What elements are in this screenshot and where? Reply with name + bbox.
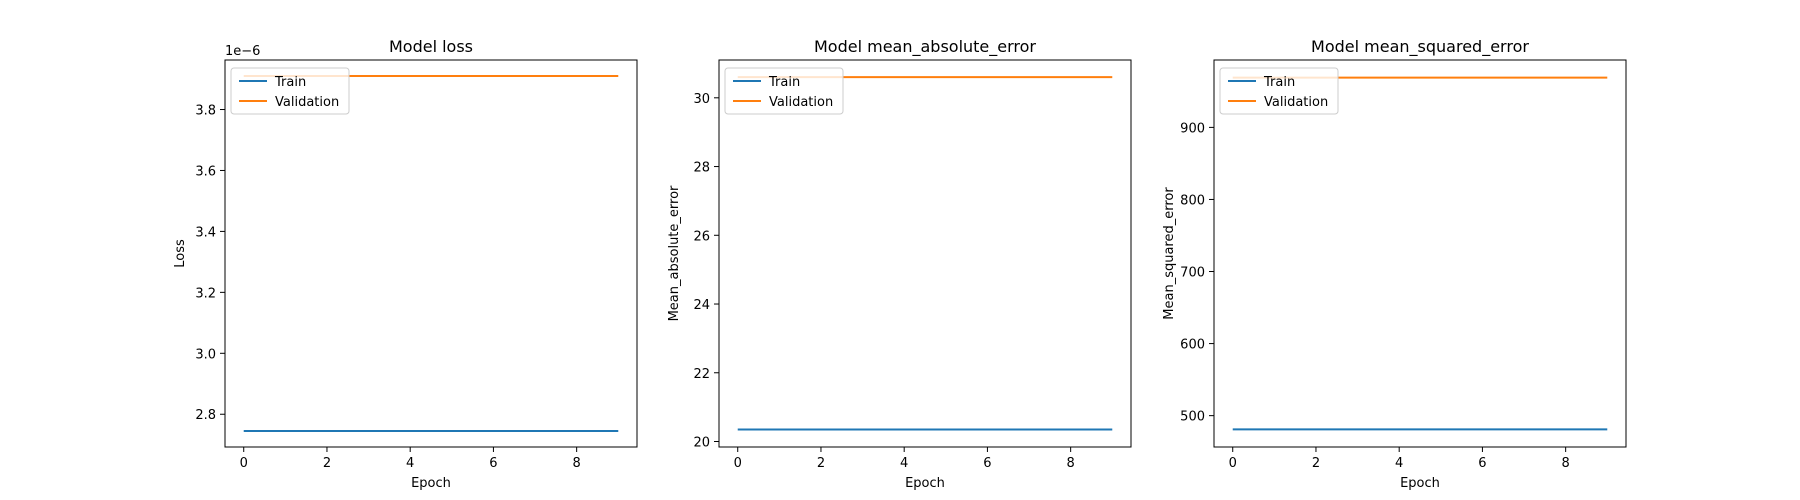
y-tick-label: 3.0	[195, 347, 216, 362]
legend-label: Train	[768, 75, 800, 90]
y-tick-label: 900	[1180, 121, 1205, 136]
legend-label: Validation	[1264, 95, 1328, 110]
chart-title: Model loss	[389, 37, 473, 56]
y-axis-label: Mean_absolute_error	[667, 185, 682, 321]
y-axis-label: Mean_squared_error	[1162, 187, 1177, 320]
y-offset-label: 1e−6	[225, 44, 260, 59]
y-tick-label: 3.6	[195, 164, 216, 179]
chart-title: Model mean_squared_error	[1311, 37, 1529, 57]
y-tick-label: 500	[1180, 410, 1205, 425]
y-tick-label: 2.8	[195, 408, 216, 423]
y-tick-label: 24	[693, 298, 710, 313]
legend: Train Validation	[725, 68, 843, 114]
x-tick-label: 2	[1312, 456, 1320, 471]
y-tick-label: 20	[693, 436, 710, 451]
x-tick-label: 8	[1562, 456, 1570, 471]
chart-title: Model mean_absolute_error	[814, 37, 1036, 57]
x-tick-label: 6	[1478, 456, 1486, 471]
legend-label: Validation	[769, 95, 833, 110]
y-tick-label: 3.8	[195, 104, 216, 119]
x-tick-label: 8	[1067, 456, 1075, 471]
x-tick-label: 6	[489, 456, 497, 471]
x-tick-label: 0	[1229, 456, 1237, 471]
y-tick-label: 3.4	[195, 225, 216, 240]
x-axis-label: Epoch	[1400, 476, 1440, 491]
legend-label: Train	[274, 75, 306, 90]
y-tick-label: 3.2	[195, 286, 216, 301]
legend: Train Validation	[1220, 68, 1338, 114]
y-tick-label: 30	[693, 92, 710, 107]
y-tick-label: 600	[1180, 338, 1205, 353]
x-tick-label: 2	[817, 456, 825, 471]
x-axis-label: Epoch	[411, 476, 451, 491]
y-tick-label: 700	[1180, 266, 1205, 281]
x-axis-label: Epoch	[905, 476, 945, 491]
x-tick-label: 4	[900, 456, 908, 471]
x-tick-label: 0	[240, 456, 248, 471]
y-tick-label: 800	[1180, 193, 1205, 208]
legend: Train Validation	[231, 68, 349, 114]
x-tick-label: 4	[406, 456, 414, 471]
x-tick-label: 0	[734, 456, 742, 471]
legend-label: Train	[1263, 75, 1295, 90]
y-axis-label: Loss	[173, 239, 188, 268]
x-tick-label: 6	[983, 456, 991, 471]
x-tick-label: 4	[1395, 456, 1403, 471]
y-tick-label: 28	[693, 161, 710, 176]
y-tick-label: 22	[693, 367, 710, 382]
y-tick-label: 26	[693, 229, 710, 244]
legend-label: Validation	[275, 95, 339, 110]
x-tick-label: 8	[573, 456, 581, 471]
x-tick-label: 2	[323, 456, 331, 471]
